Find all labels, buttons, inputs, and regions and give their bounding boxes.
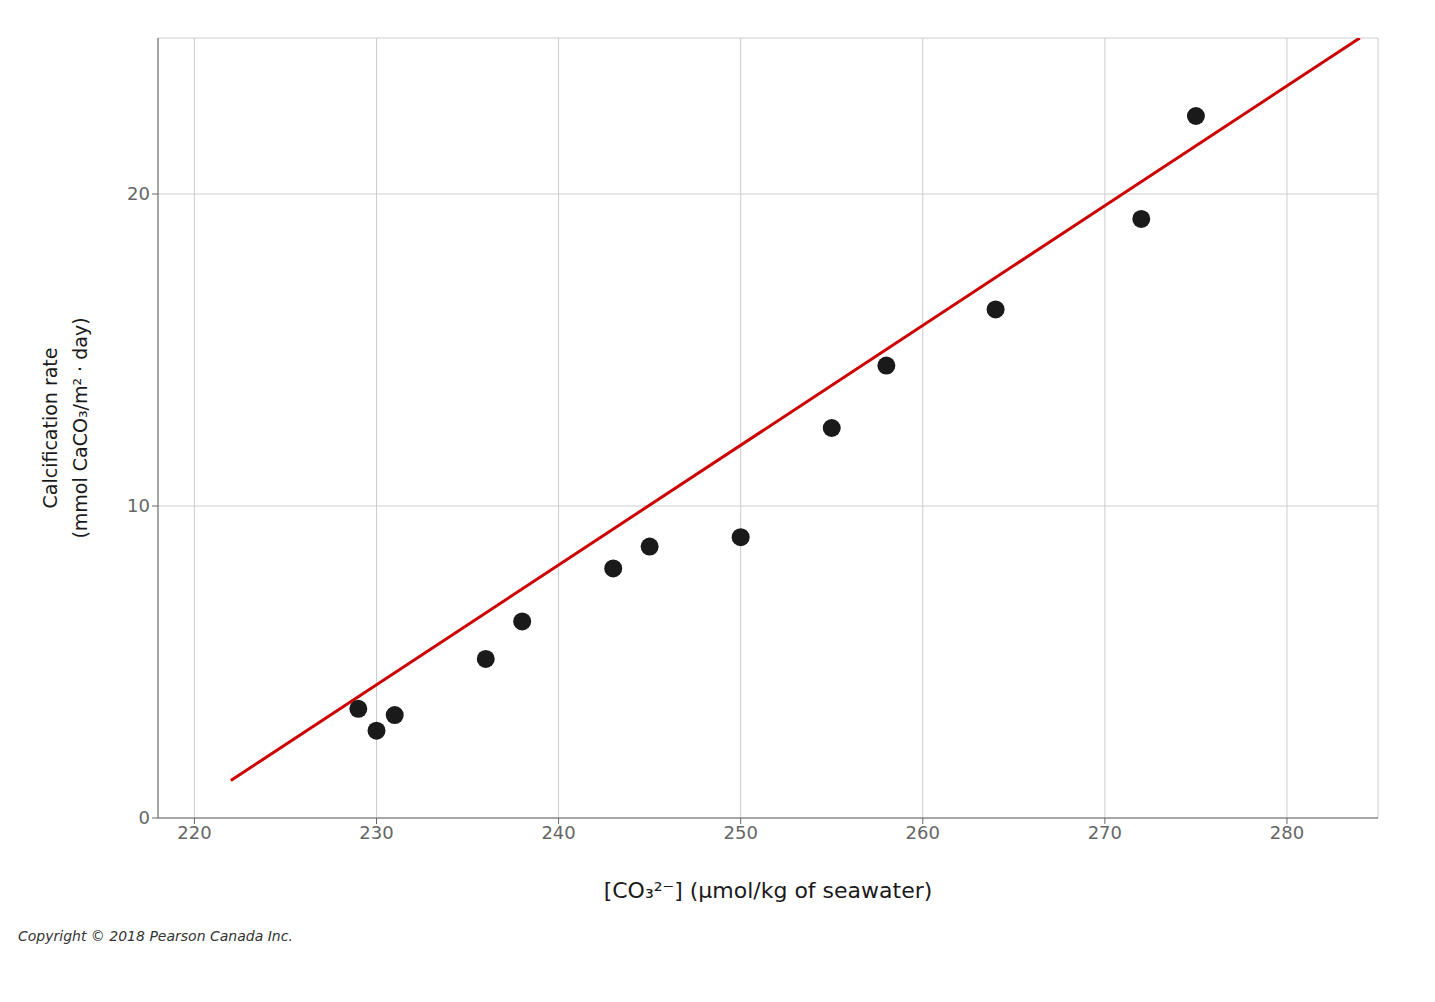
svg-text:240: 240 (541, 822, 575, 843)
svg-text:260: 260 (906, 822, 940, 843)
svg-text:250: 250 (724, 822, 758, 843)
svg-text:0: 0 (139, 807, 150, 828)
svg-text:Calcification rate: Calcification rate (39, 348, 61, 509)
svg-text:[CO₃²⁻] (μmol/kg of seawater): [CO₃²⁻] (μmol/kg of seawater) (604, 878, 933, 903)
svg-text:20: 20 (127, 183, 150, 204)
svg-text:230: 230 (359, 822, 393, 843)
svg-text:270: 270 (1088, 822, 1122, 843)
svg-text:220: 220 (177, 822, 211, 843)
svg-text:(mmol CaCO₃/m² · day): (mmol CaCO₃/m² · day) (69, 317, 91, 538)
svg-text:10: 10 (127, 495, 150, 516)
html-text:Copyright © 2018 Pearson Canad: Copyright © 2018 Pearson Canada Inc. (18, 928, 293, 944)
svg-text:280: 280 (1270, 822, 1304, 843)
